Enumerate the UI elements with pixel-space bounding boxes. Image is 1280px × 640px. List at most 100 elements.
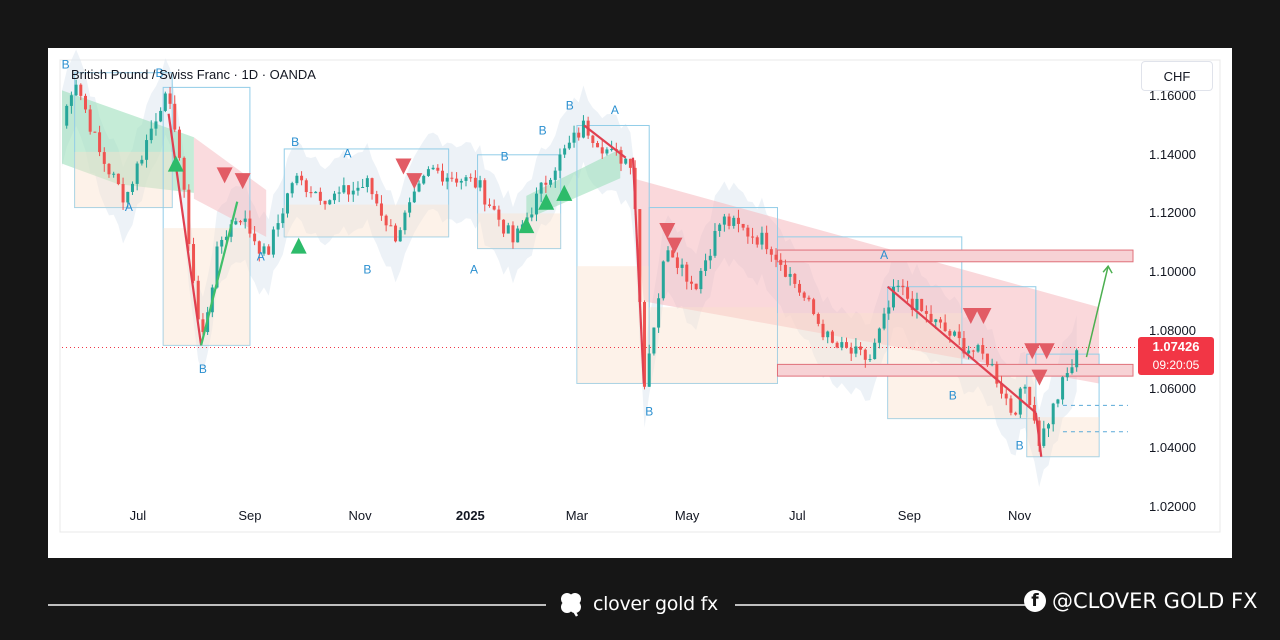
resistance-zone: [776, 249, 1134, 263]
candle-body: [643, 301, 647, 387]
candle-body: [328, 200, 332, 205]
sell-signal: [1031, 369, 1048, 386]
candle-body: [337, 192, 341, 194]
candle-body: [713, 230, 717, 256]
candle-body: [135, 163, 139, 184]
candle-body: [868, 359, 872, 361]
candle-body: [873, 342, 877, 360]
candle-body: [793, 273, 797, 284]
signal-letter: B: [363, 263, 371, 277]
currency-selector[interactable]: CHF: [1141, 61, 1213, 91]
candle-body: [290, 183, 294, 194]
candle-body: [422, 175, 426, 184]
candle-body: [962, 338, 966, 354]
candle-body: [929, 313, 933, 323]
candle-body: [257, 241, 261, 254]
candle-body: [774, 254, 778, 260]
candle-body: [981, 345, 985, 354]
candle-body: [577, 132, 581, 138]
candle-body: [487, 204, 491, 206]
candle-body: [619, 150, 623, 164]
candle-body: [1004, 393, 1008, 399]
candle-body: [140, 159, 144, 164]
candle-body: [332, 193, 336, 201]
candle-body: [976, 345, 980, 352]
candle-body: [722, 216, 726, 225]
y-tick-label: 1.14000: [1149, 146, 1196, 162]
candle-body: [906, 287, 910, 299]
candle-body: [812, 299, 816, 314]
buy-signal: [538, 193, 555, 210]
candle-body: [342, 185, 346, 193]
candle-body: [370, 178, 374, 195]
y-tick-label: 1.10000: [1149, 264, 1196, 280]
candle-body: [718, 224, 722, 231]
candle-body: [558, 154, 562, 171]
candle-body: [412, 191, 416, 203]
candle-body: [300, 175, 304, 181]
candle-body: [760, 232, 764, 245]
x-tick-label: Sep: [897, 508, 921, 523]
candle-body: [539, 182, 543, 194]
x-tick-label: Sep: [238, 508, 262, 523]
candle-body: [553, 170, 557, 180]
bear-leg: [631, 157, 645, 384]
candle-body: [314, 191, 318, 194]
candle-body: [530, 214, 534, 218]
candle-body: [727, 216, 731, 226]
candle-body: [394, 225, 398, 242]
x-tick-label: Nov: [1008, 508, 1032, 523]
candle-body: [854, 346, 858, 354]
signal-letter: B: [949, 389, 957, 403]
candle-body: [967, 350, 971, 354]
candle-body: [69, 95, 73, 106]
sell-signal: [234, 173, 251, 190]
last-price-value: 1.07426: [1152, 339, 1200, 354]
candle-body: [173, 103, 177, 130]
candle-body: [130, 183, 134, 192]
candle-body: [379, 203, 383, 216]
candle-body: [112, 173, 116, 175]
candle-body: [572, 132, 576, 143]
candle-body: [281, 213, 285, 224]
candle-body: [671, 250, 675, 258]
signal-letter: A: [125, 200, 133, 214]
candle-body: [534, 193, 538, 215]
signal-letter: B: [199, 362, 207, 376]
candle-body: [365, 178, 369, 188]
candle-body: [699, 270, 703, 290]
candle-body: [473, 177, 477, 188]
candle-body: [685, 264, 689, 282]
y-tick-label: 1.02000: [1149, 498, 1196, 514]
candle-body: [680, 264, 684, 268]
candle-body: [248, 218, 252, 234]
candle-body: [65, 105, 69, 126]
candle-body: [732, 217, 736, 226]
candle-body: [408, 202, 412, 213]
candle-body: [802, 292, 806, 298]
candle-body: [107, 163, 111, 175]
candle-body: [830, 331, 834, 343]
candle-body: [271, 229, 275, 255]
candle-body: [417, 183, 421, 192]
candle-body: [431, 167, 435, 170]
candle-body: [948, 331, 952, 336]
x-tick-label: May: [674, 508, 700, 523]
candle-body: [1014, 412, 1018, 415]
bar-countdown: 09:20:05: [1152, 358, 1200, 372]
social-link[interactable]: f @CLOVER GOLD FX: [1024, 589, 1258, 613]
candle-body: [177, 129, 181, 158]
x-tick-label: Nov: [348, 508, 372, 523]
candle-body: [492, 205, 496, 210]
bear-leg: [1034, 412, 1043, 457]
candle-body: [849, 347, 853, 354]
x-tick-label: Mar: [565, 508, 589, 523]
candle-body: [1070, 367, 1074, 374]
candle-body: [74, 84, 78, 96]
candle-body: [943, 322, 947, 332]
bear-leg: [583, 124, 627, 159]
candle-body: [896, 285, 900, 287]
candle-body: [769, 249, 773, 255]
price-chart[interactable]: B B A B A B A B A B B B A B A B B: [59, 49, 1221, 533]
candle-body: [924, 311, 928, 314]
